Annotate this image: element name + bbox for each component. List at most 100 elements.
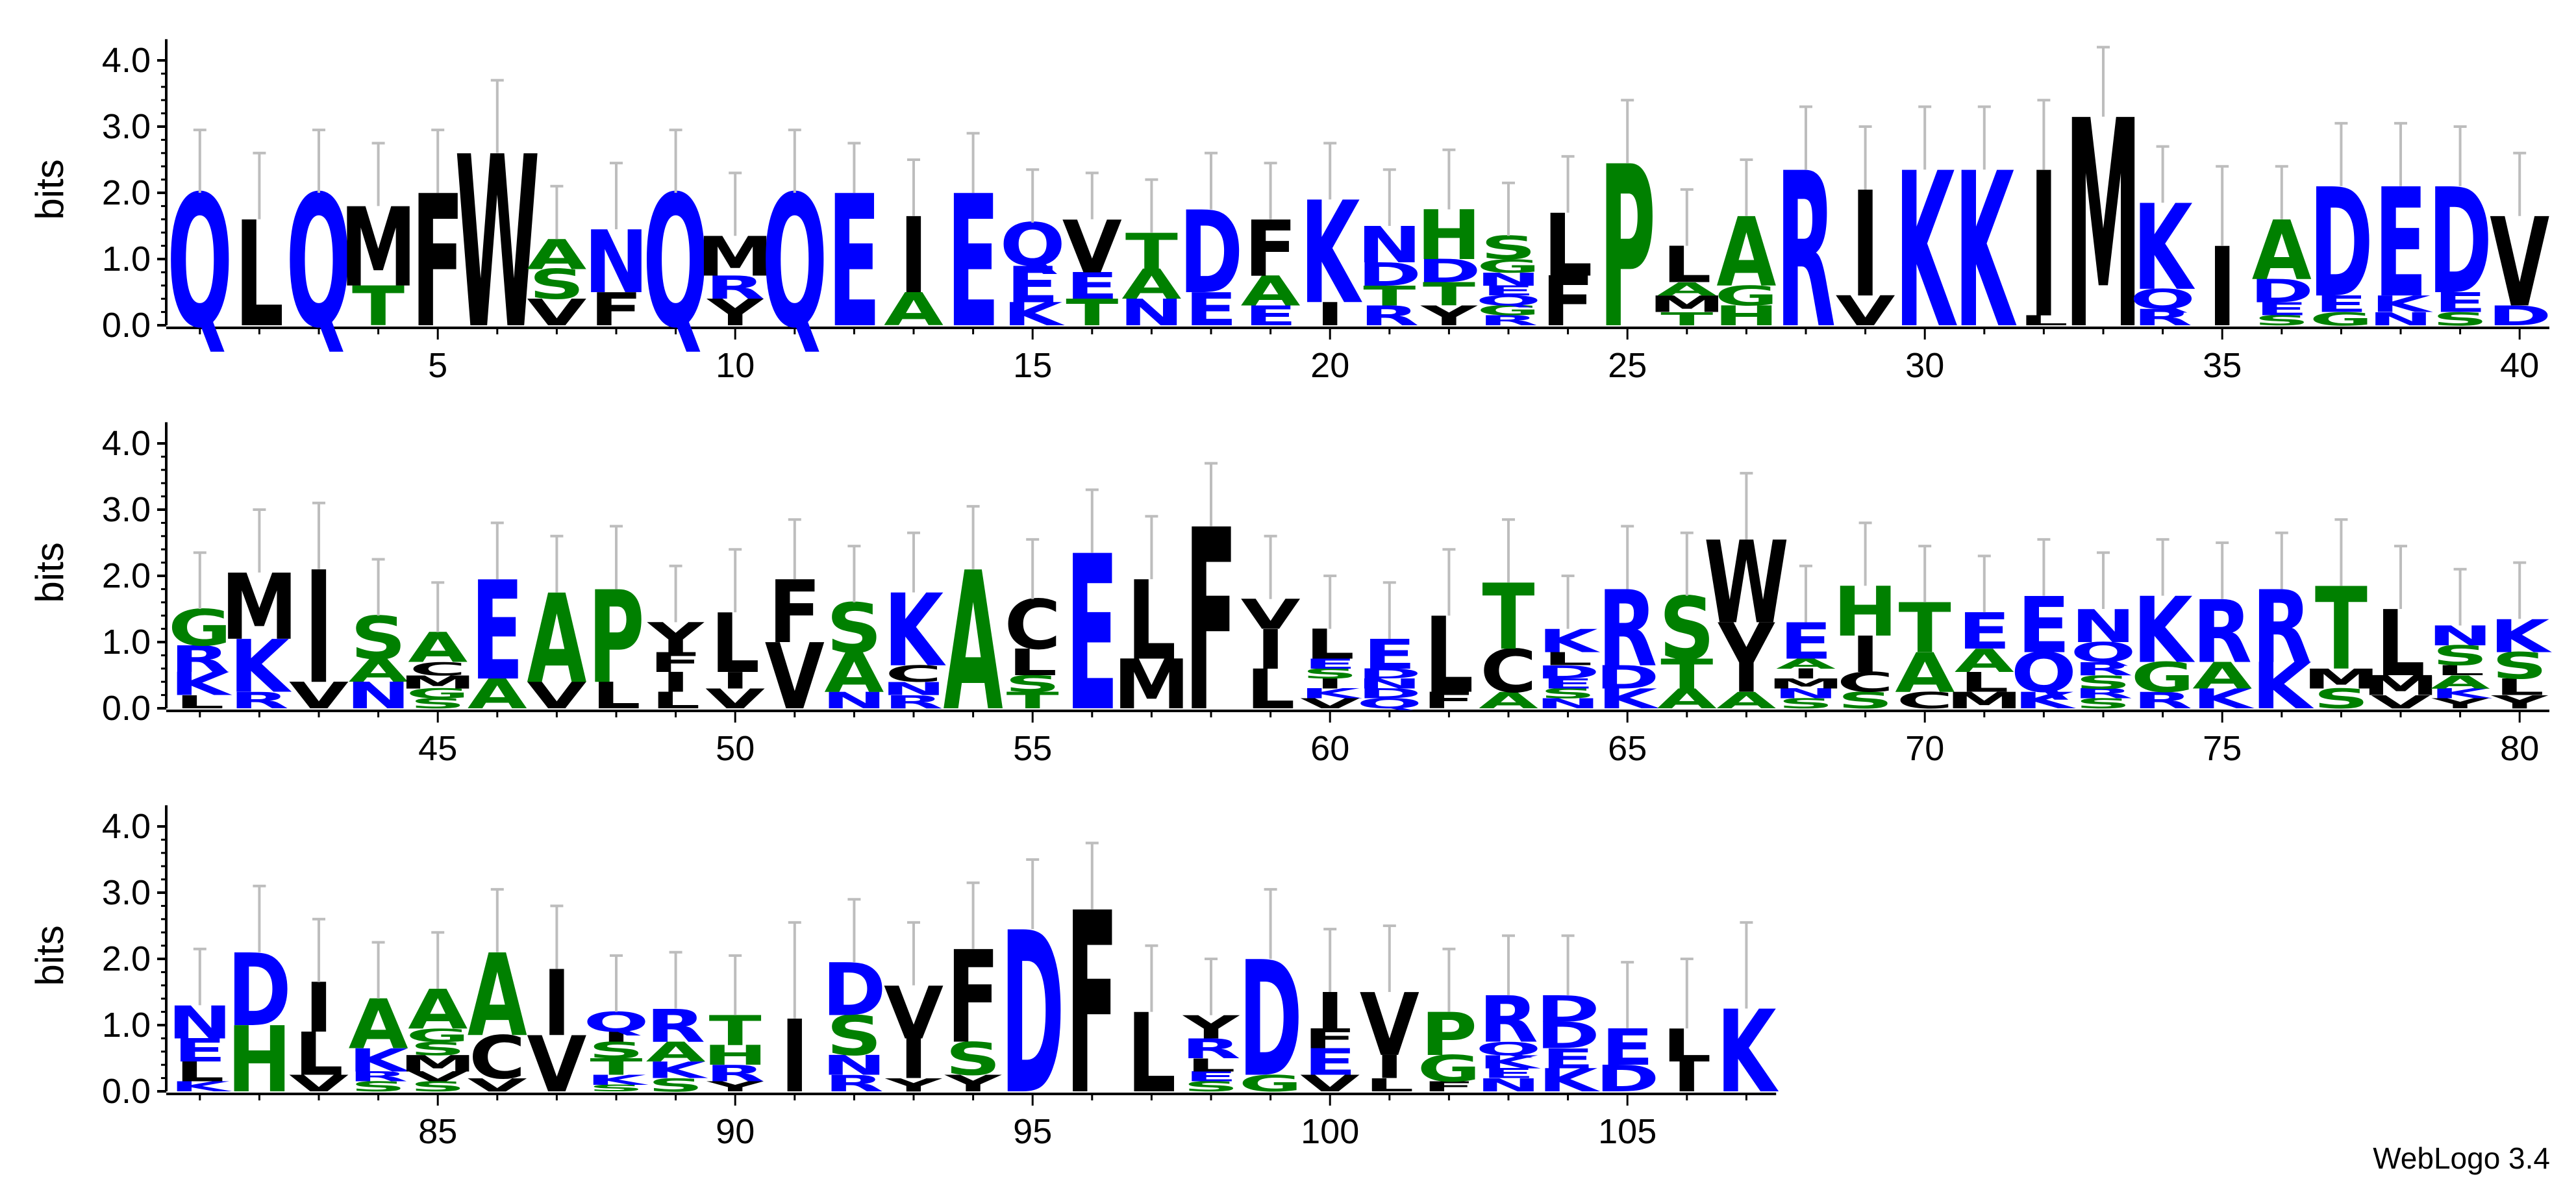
residue-V: V	[527, 675, 586, 717]
residue-L: L	[1186, 1055, 1236, 1076]
residue-K: K	[586, 1072, 649, 1088]
y-axis-label: bits	[28, 159, 71, 219]
x-tick-label: 30	[1905, 346, 1944, 385]
residue-S: S	[410, 696, 466, 712]
residue-V: V	[1241, 591, 1301, 639]
y-tick-label: 2.0	[102, 173, 151, 212]
residue-D: D	[1536, 662, 1600, 683]
logo-column-16: TEV	[1062, 171, 1122, 334]
residue-Y: Y	[1718, 604, 1775, 714]
residue-V: V	[289, 1071, 349, 1097]
residue-A: A	[646, 1037, 706, 1069]
residue-E: E	[1482, 283, 1534, 299]
residue-E: E	[2315, 291, 2368, 317]
residue-G: G	[1477, 303, 1540, 319]
logo-column-14: E	[947, 132, 999, 368]
logo-column-30: K	[1895, 105, 1957, 376]
residue-M: M	[2362, 670, 2439, 702]
logo-column-2: L	[235, 151, 284, 360]
residue-E: E	[1244, 300, 1297, 332]
residue-Y: Y	[707, 1079, 764, 1095]
residue-I: I	[602, 1029, 631, 1045]
residue-R: R	[2073, 686, 2133, 702]
residue-H: H	[1417, 197, 1481, 276]
logo-column-10: YRM	[697, 171, 773, 334]
logo-column-94: YSF	[944, 881, 1003, 1097]
logo-column-74: RGK	[2131, 538, 2195, 713]
residue-G: G	[1715, 280, 1779, 312]
residue-L: L	[1305, 621, 1355, 669]
logo-column-46: AE	[468, 521, 528, 718]
y-tick-label: 4.0	[102, 424, 151, 463]
logo-column-62: FL	[1423, 548, 1475, 717]
logo-column-44: NAS	[346, 558, 410, 717]
residue-L: L	[1365, 1074, 1414, 1095]
residue-R: R	[1776, 129, 1836, 377]
residue-Y: Y	[1420, 300, 1478, 332]
y-tick-label: 3.0	[102, 490, 151, 529]
residue-K: K	[1538, 623, 1601, 660]
residue-S: S	[588, 1083, 644, 1093]
x-tick-label: 75	[2203, 729, 2242, 768]
residue-N: N	[1119, 291, 1184, 334]
x-tick-label: 70	[1905, 729, 1944, 768]
residue-S: S	[2314, 683, 2370, 715]
residue-L: L	[1960, 667, 2009, 699]
residue-K: K	[2371, 291, 2433, 317]
logo-column-48: LP	[588, 525, 645, 717]
residue-D: D	[1417, 253, 1481, 290]
logo-column-87: VI	[527, 904, 586, 1110]
residue-E: E	[1066, 512, 1118, 760]
logo-column-40: DV	[2488, 151, 2552, 335]
residue-N: N	[881, 678, 945, 699]
residue-V: V	[408, 1069, 468, 1085]
residue-G: G	[406, 686, 469, 702]
residue-G: G	[2131, 654, 2195, 702]
residue-F: F	[1423, 688, 1475, 714]
residue-K: K	[2252, 649, 2314, 723]
residue-R: R	[1360, 300, 1419, 332]
logo-column-6: W	[455, 79, 540, 381]
logo-column-57: ML	[1113, 515, 1190, 725]
logo-column-32: LI	[2020, 99, 2068, 362]
residue-N: N	[1357, 676, 1422, 691]
residue-L: L	[175, 1056, 225, 1088]
y-tick-label: 1.0	[102, 1006, 151, 1045]
residue-K: K	[170, 1079, 232, 1095]
residue-F: F	[1304, 1023, 1357, 1055]
residue-F: F	[649, 647, 702, 678]
residue-L: L	[1127, 558, 1177, 685]
y-tick-label: 0.0	[102, 1072, 151, 1111]
residue-K: K	[2133, 578, 2195, 684]
residue-A: A	[1657, 279, 1717, 300]
logo-column-52: NAS	[822, 545, 886, 713]
residue-G: G	[406, 1025, 469, 1046]
logo-column-37: GED	[2309, 121, 2373, 331]
logo-column-1: Q	[167, 129, 232, 368]
logo-column-15: KEQ	[1000, 168, 1066, 333]
residue-N: N	[822, 1050, 886, 1082]
residue-L: L	[1544, 649, 1593, 669]
residue-I: I	[899, 1028, 928, 1091]
residue-T: T	[709, 1008, 762, 1055]
x-tick-label: 50	[716, 729, 755, 768]
logo-column-39: SED	[2428, 125, 2492, 330]
logo-column-42: RKM	[221, 508, 298, 713]
residue-M: M	[2303, 663, 2379, 695]
residue-A: A	[1895, 642, 1955, 705]
residue-A: A	[468, 671, 528, 718]
residue-R: R	[825, 1071, 884, 1097]
residue-H: H	[1714, 300, 1779, 332]
residue-E: E	[1363, 631, 1416, 678]
residue-H: H	[1833, 573, 1897, 652]
logo-column-70: CAT	[1895, 545, 1955, 713]
residue-G: G	[1418, 1048, 1481, 1090]
logo-column-47: VA	[527, 534, 587, 717]
